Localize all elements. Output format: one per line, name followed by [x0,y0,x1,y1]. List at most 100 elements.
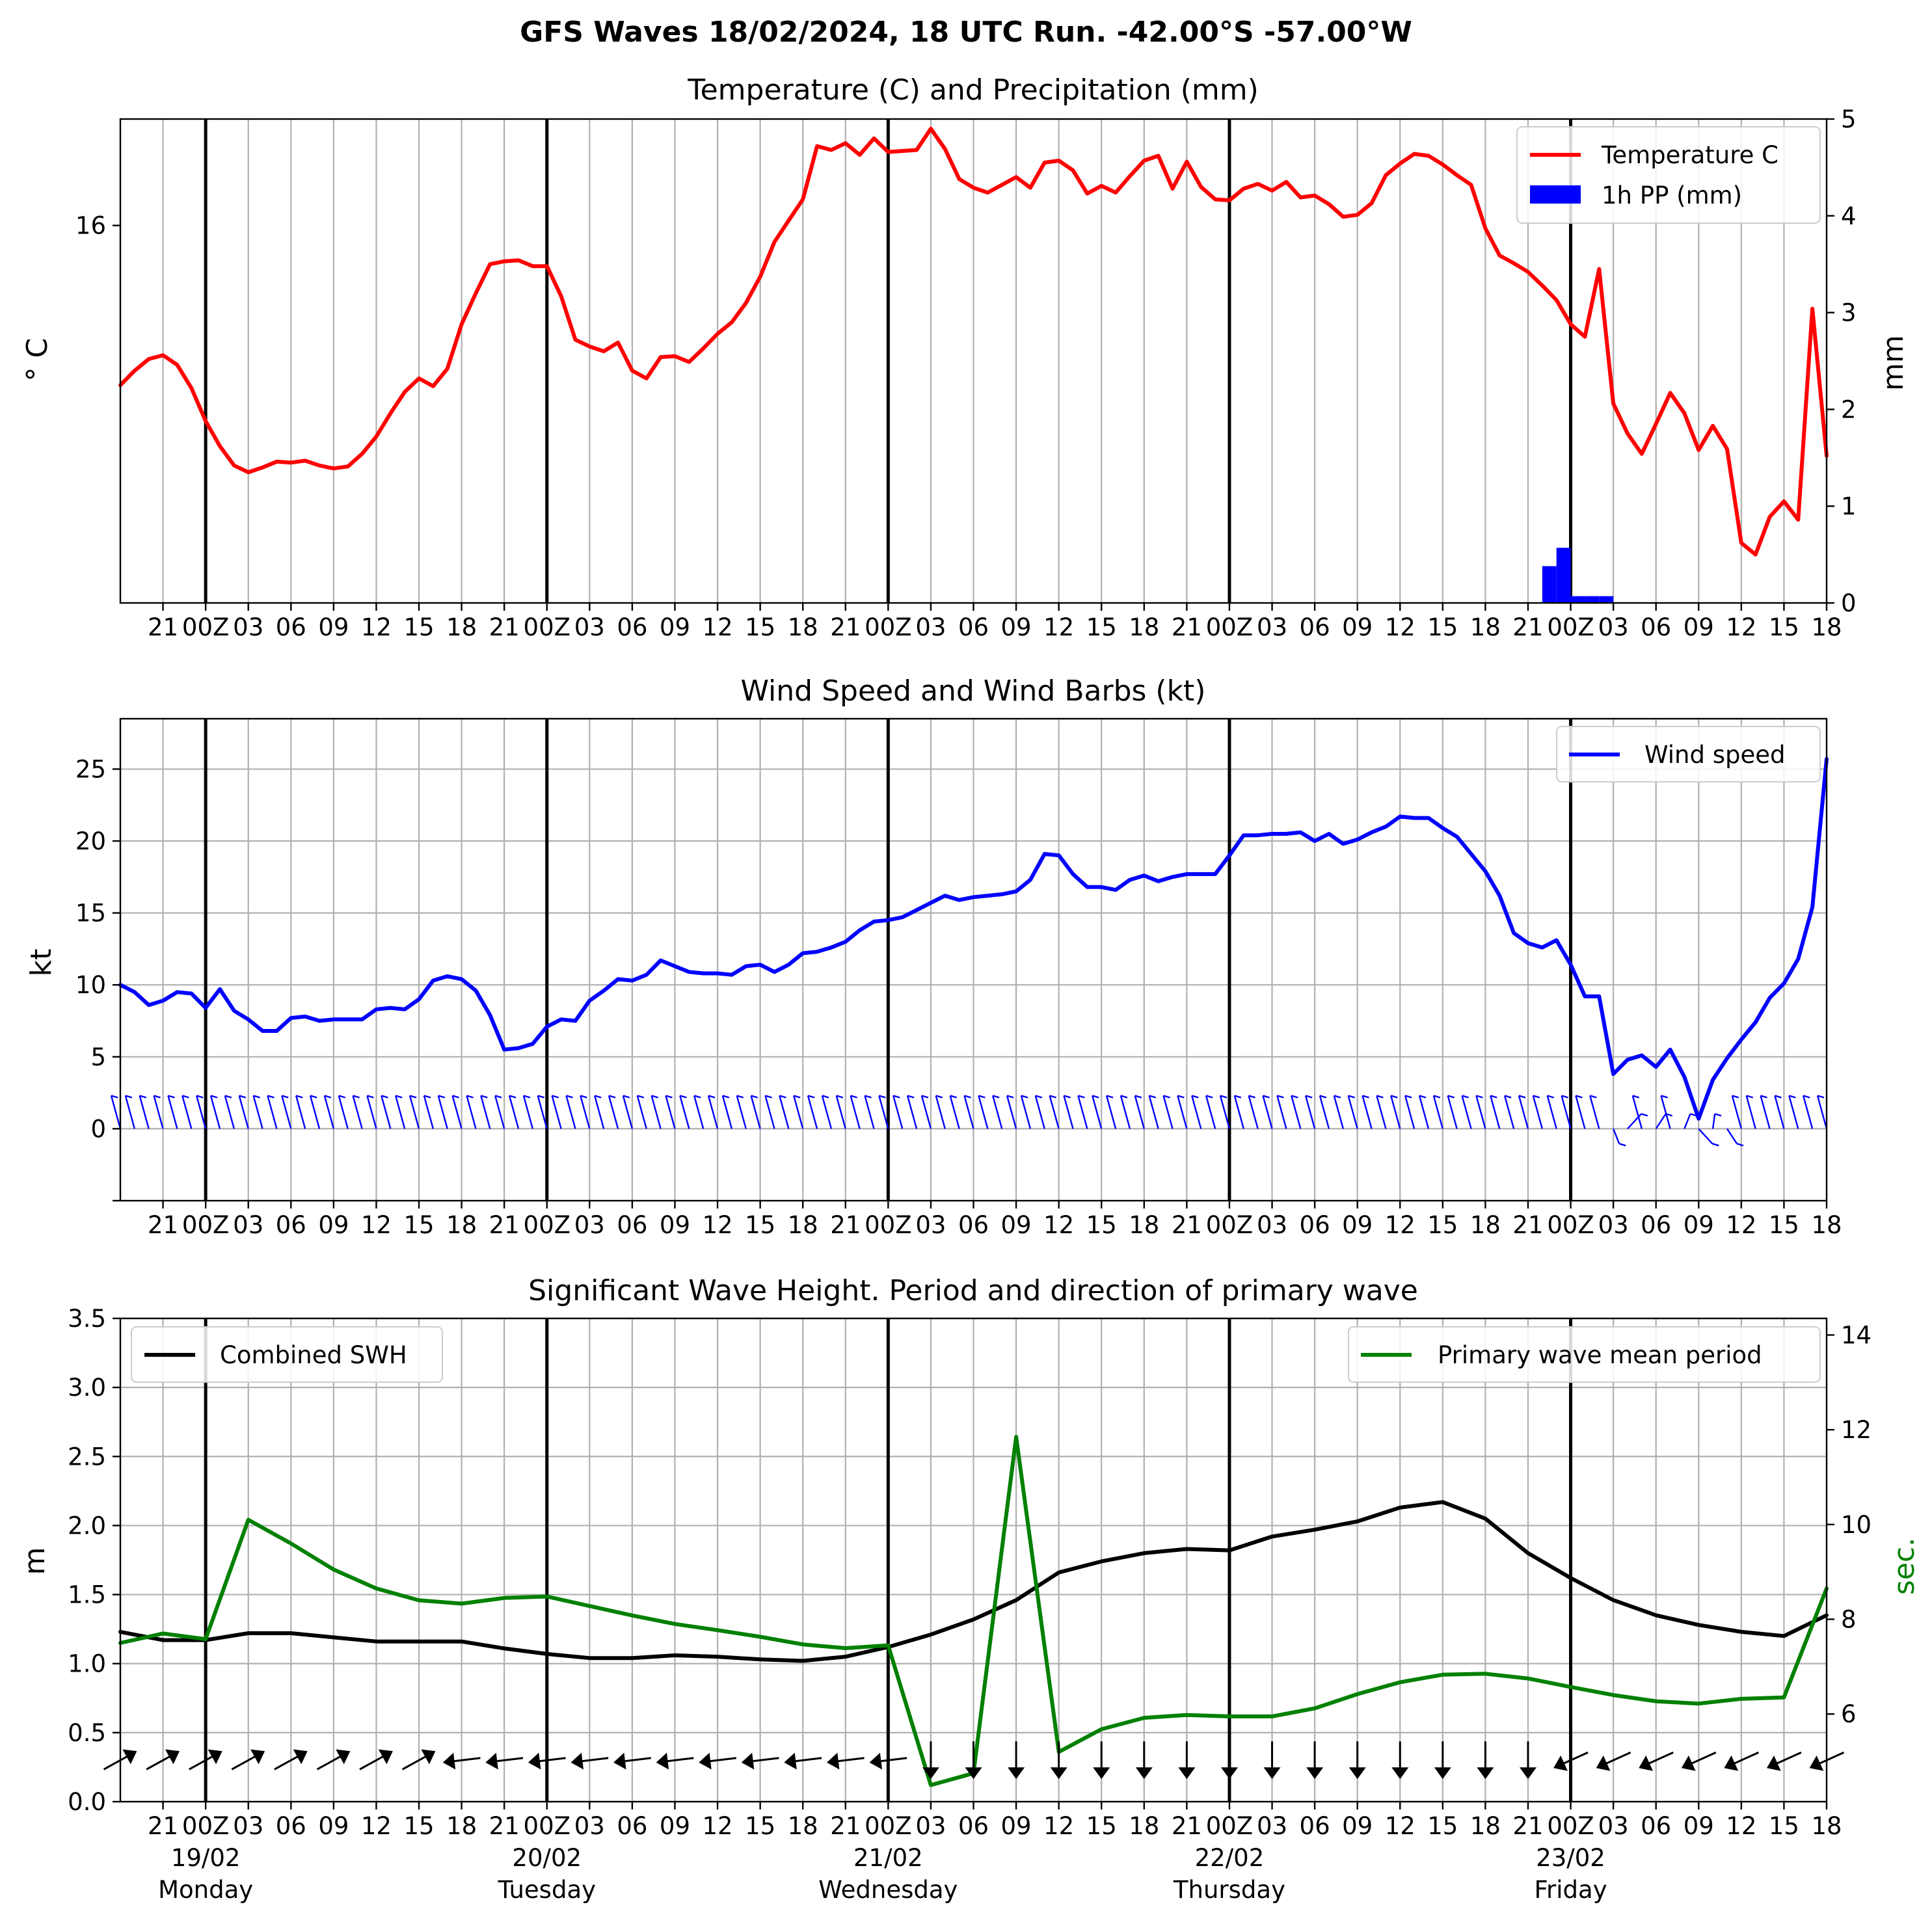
x-tick-label: 00Z [1547,1211,1594,1239]
wind-barb-flag [1661,1095,1668,1099]
wind-barb-shaft [295,1095,306,1129]
wind-barb-shaft [409,1095,420,1129]
wind-barb-shaft [1461,1095,1472,1129]
wind-barb-flag [1433,1095,1441,1099]
wave-arrow-head [1178,1767,1196,1780]
wind-barb-flag [1291,1095,1298,1099]
x-tick-label: 12 [703,1812,733,1840]
wind-barb-shaft [1233,1095,1244,1129]
wind-barb-shaft [1711,1114,1716,1129]
wind-barb-shaft [1020,1095,1032,1129]
wave-arrow-shaft [103,1754,129,1770]
wind-barb-flag [892,1095,900,1099]
y-right-tick-label: 1 [1841,492,1857,520]
wind-barb-shaft [466,1095,477,1129]
x-tick-label: 00Z [1547,1812,1594,1840]
wind-barb-flag [1191,1095,1199,1099]
wave-arrow-head [1221,1767,1238,1780]
temperature-panel-title: Temperature (C) and Precipitation (mm) [687,73,1259,107]
wind-barb-flag [1149,1095,1157,1099]
wind-barb-flag [950,1095,957,1099]
wind-barb-shaft [736,1095,747,1129]
wave-period-y-label: sec. [1888,1538,1921,1595]
y-right-tick-label: 2 [1841,395,1857,423]
wind-barb-shaft [1333,1095,1344,1129]
x-tick-label: 06 [1641,1812,1671,1840]
wind-barb-shaft [892,1095,904,1129]
wind-barb-flag [693,1095,701,1099]
wind-barb-shaft [238,1095,249,1129]
wind-barb-flag [679,1095,687,1099]
x-tick-label: 15 [1086,1812,1117,1840]
wave-arrow-head [485,1752,498,1770]
wind-barb-shaft [1205,1095,1216,1129]
x-tick-label: 15 [403,1812,434,1840]
wind-barb-shaft [1788,1095,1799,1129]
x-tick-label: 00Z [1206,1812,1253,1840]
wind-barb-flag [623,1095,630,1099]
wind-barb-shaft [1347,1095,1358,1129]
x-tick-label: 06 [617,613,647,641]
wind-barb-shaft [1532,1095,1543,1129]
x-day-date-label: 19/02 [171,1844,241,1872]
wind-barb-shaft [167,1095,178,1129]
wave-arrow-shaft [707,1757,737,1763]
y-tick-label: 15 [75,900,106,928]
x-tick-label: 03 [1257,1812,1287,1840]
wind-barb-flag [1736,1143,1744,1147]
wind-barb-shaft [1418,1095,1430,1129]
wind-barb-flag [1714,1113,1722,1117]
x-tick-label: 12 [1043,1812,1074,1840]
x-tick-label: 21 [1512,1211,1543,1239]
wave-arrow-shaft [359,1754,386,1770]
period-legend-label: Primary wave mean period [1438,1341,1762,1369]
wind-barb-shaft [1063,1095,1074,1129]
x-tick-label: 15 [1086,613,1117,641]
wind-barb-shaft [281,1095,292,1129]
wind-barb-shaft [1304,1095,1316,1129]
x-tick-label: 09 [1342,1812,1373,1840]
wind-barb-shaft [139,1095,150,1129]
x-tick-label: 15 [1086,1211,1117,1239]
x-tick-label: 15 [1769,1812,1799,1840]
temperature-legend-label: Temperature C [1601,141,1778,169]
wave-arrow-shaft [316,1754,343,1770]
wave-arrow-shaft [580,1757,609,1763]
x-tick-label: 09 [660,1211,690,1239]
wave-arrow-head [922,1767,939,1780]
wind-barb-shaft [1546,1095,1557,1129]
wave-arrow-head [1008,1767,1025,1780]
x-tick-label: 06 [1300,613,1330,641]
wind-barb-shaft [1726,1128,1737,1144]
x-tick-label: 00Z [182,1211,229,1239]
wind-barb-shaft [963,1095,974,1129]
wind-barb-shaft [622,1095,634,1129]
wind-barb-shaft [1816,1095,1828,1129]
x-tick-label: 21 [830,1211,861,1239]
x-tick-label: 09 [318,613,349,641]
x-tick-label: 00Z [1547,613,1594,641]
x-tick-label: 00Z [524,613,570,641]
wind-barb-shaft [807,1095,818,1129]
wind-barb-shaft [1475,1095,1486,1129]
wave-arrow-head [421,1749,436,1765]
x-tick-label: 06 [276,613,306,641]
wind-barb-flag [1334,1095,1341,1099]
wave-arrow-shaft [1561,1752,1589,1765]
wave-arrow-shaft [750,1757,779,1763]
x-tick-label: 03 [574,613,605,641]
wind-barb-shaft [1745,1095,1756,1129]
wind-barb-shaft [395,1095,406,1129]
precip-bar [1570,596,1585,603]
wind-barb-shaft [1684,1114,1691,1129]
wind-barb-shaft [267,1095,278,1129]
wave-arrow-shaft [451,1757,481,1763]
wind-barb-flag [154,1095,161,1099]
wave-arrow-shaft [1603,1752,1631,1765]
wind-barb-shaft [338,1095,349,1129]
wind-barb-shaft [1177,1095,1188,1129]
wind-barb-shaft [665,1095,676,1129]
wind-barb-flag [907,1095,915,1099]
wind-barb-shaft [451,1095,463,1129]
